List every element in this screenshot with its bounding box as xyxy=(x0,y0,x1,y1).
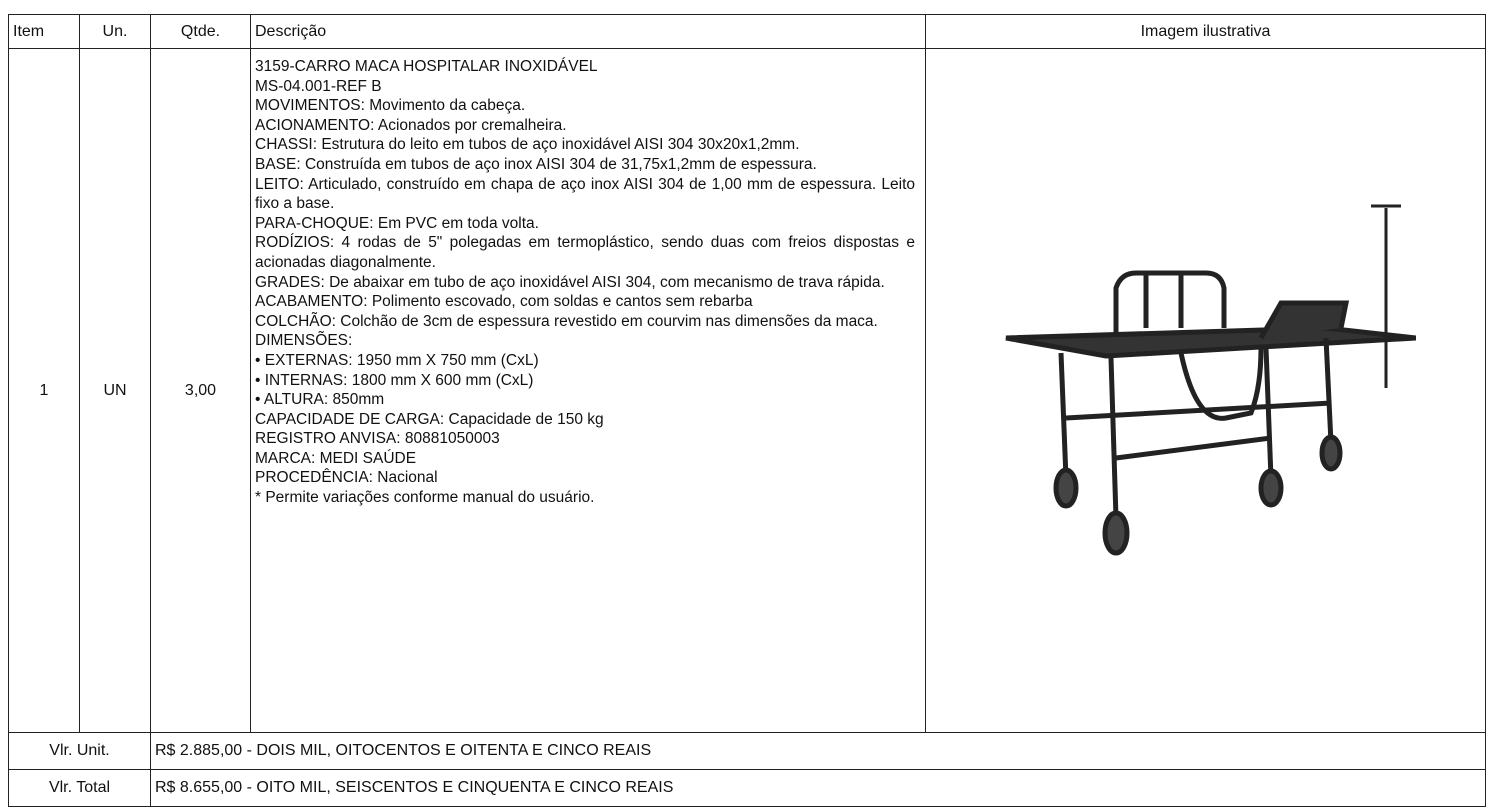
footer-value: R$ 2.885,00 - DOIS MIL, OITOCENTOS E OIT… xyxy=(150,732,1486,770)
description-line: MARCA: MEDI SAÚDE xyxy=(255,449,417,467)
footer-label: Vlr. Unit. xyxy=(8,732,151,770)
description-line: • ALTURA: 850mm xyxy=(255,391,385,409)
cell: UN xyxy=(79,48,151,733)
description-line: MS-04.001-REF B xyxy=(255,77,382,95)
description-line: GRADES: De abaixar em tubo de aço inoxid… xyxy=(255,273,885,291)
description-line: CHASSI: Estrutura do leito em tubos de a… xyxy=(255,136,800,154)
description-line: • INTERNAS: 1800 mm X 600 mm (CxL) xyxy=(255,371,534,389)
description-line: MOVIMENTOS: Movimento da cabeça. xyxy=(255,97,526,115)
header-cell: Un. xyxy=(79,14,151,49)
footer-value: R$ 8.655,00 - OITO MIL, SEISCENTOS E CIN… xyxy=(150,769,1486,807)
description: 3159-CARRO MACA HOSPITALAR INOXIDÁVEL MS-… xyxy=(250,48,926,733)
header-cell: Descrição xyxy=(250,14,926,49)
footer-row: Vlr. Unit. R$ 2.885,00 - DOIS MIL, OITOC… xyxy=(8,732,1486,770)
description-line: COLCHÃO: Colchão de 3cm de espessura rev… xyxy=(255,312,878,330)
header-cell: Qtde. xyxy=(150,14,251,49)
description-line: CAPACIDADE DE CARGA: Capacidade de 150 k… xyxy=(255,410,604,428)
header-cell: Item xyxy=(8,14,80,49)
description-line: LEITO: Articulado, construído em chapa d… xyxy=(255,175,915,213)
item-table: Item Un. Qtde. Descrição Imagem ilustrat… xyxy=(8,14,1486,807)
description-line: PARA-CHOQUE: Em PVC em toda volta. xyxy=(255,214,539,232)
description-line: * Permite variações conforme manual do u… xyxy=(255,489,595,507)
header-row: Item Un. Qtde. Descrição Imagem ilustrat… xyxy=(8,14,1486,49)
footer-label: Vlr. Total xyxy=(8,769,151,807)
description-line: ACIONAMENTO: Acionados por cremalheira. xyxy=(255,116,567,134)
description-line: REGISTRO ANVISA: 80881050003 xyxy=(255,430,500,448)
description-line: DIMENSÕES: xyxy=(255,332,353,350)
description-line: RODÍZIOS: 4 rodas de 5" polegadas em ter… xyxy=(255,234,915,271)
description-line: 3159-CARRO MACA HOSPITALAR INOXIDÁVEL xyxy=(255,58,598,75)
footer-row: Vlr. Total R$ 8.655,00 - OITO MIL, SEISC… xyxy=(8,769,1486,807)
image-cell xyxy=(925,48,1486,733)
item-row: 1 UN 3,00 3159-CARRO MACA HOSPITALAR INO… xyxy=(8,48,1486,733)
stretcher-image xyxy=(1005,204,1416,556)
description-line: • EXTERNAS: 1950 mm X 750 mm (CxL) xyxy=(255,351,539,369)
description-line: PROCEDÊNCIA: Nacional xyxy=(255,469,438,487)
description-line: BASE: Construída em tubos de aço inox AI… xyxy=(255,155,817,173)
cell: 1 xyxy=(8,48,80,733)
header-cell: Imagem ilustrativa xyxy=(925,14,1486,49)
cell: 3,00 xyxy=(150,48,251,733)
description-line: ACABAMENTO: Polimento escovado, com sold… xyxy=(255,293,753,311)
